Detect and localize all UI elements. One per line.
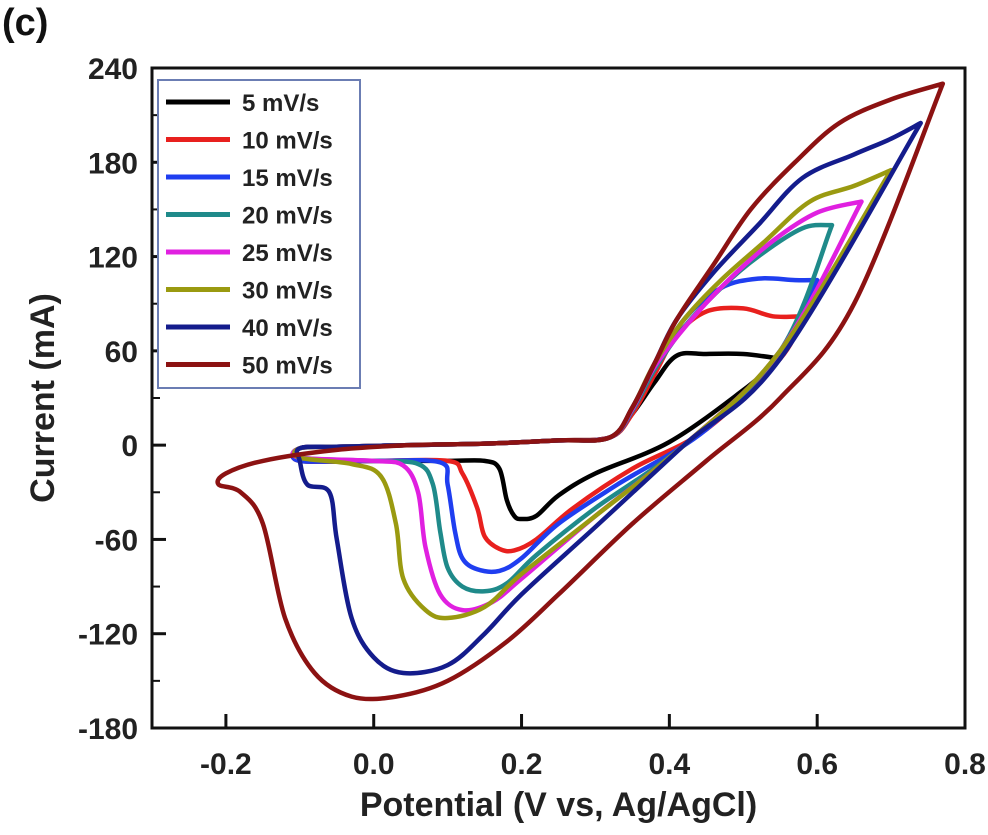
legend-label: 30 mV/s [242, 278, 333, 305]
legend-label: 20 mV/s [242, 203, 333, 230]
legend: 5 mV/s 10 mV/s 15 mV/s 20 mV/s 25 mV/s 30 mV/… [157, 79, 361, 389]
y-tick-label: 240 [88, 53, 138, 86]
legend-box [157, 79, 361, 389]
cv-curve-8 [215, 81, 946, 702]
tick-label-layer: -0.2 0.0 0.2 0.4 0.6 0.8 -180 -120 -60 0 60 120 180 2… [78, 53, 986, 781]
cv-curve-7 [294, 120, 923, 676]
panel-label: (c) [2, 2, 49, 44]
legend-label: 40 mV/s [242, 315, 333, 342]
y-axis-label: Current (mA) [24, 293, 62, 503]
x-tick-label: -0.2 [200, 748, 252, 781]
y-tick-label: -120 [78, 619, 138, 652]
legend-label: 50 mV/s [242, 353, 333, 380]
cv-curve-1 [290, 350, 783, 522]
y-tick-label: -60 [95, 524, 138, 557]
cv-curve-5 [290, 199, 864, 613]
y-tick-label: 120 [88, 242, 138, 275]
curve-layer [215, 81, 946, 702]
legend-label: 5 mV/s [242, 90, 319, 117]
y-tick-label: -180 [78, 713, 138, 746]
x-axis-label: Potential (V vs, Ag/AgCl) [360, 786, 757, 824]
x-tick-label: 0.8 [944, 748, 986, 781]
x-tick-label: 0.4 [649, 748, 691, 781]
legend-label: 15 mV/s [242, 165, 333, 192]
y-tick-label: 0 [121, 430, 138, 463]
x-tick-label: 0.0 [353, 748, 395, 781]
cv-curve-3 [290, 276, 820, 574]
legend-label: 10 mV/s [242, 128, 333, 155]
cv-curve-2 [290, 305, 805, 554]
x-tick-label: 0.6 [796, 748, 838, 781]
x-tick-label: 0.2 [501, 748, 543, 781]
legend-label: 25 mV/s [242, 240, 333, 267]
y-tick-label: 60 [105, 336, 138, 369]
cv-curve-6 [292, 167, 894, 621]
y-tick-label: 180 [88, 147, 138, 180]
